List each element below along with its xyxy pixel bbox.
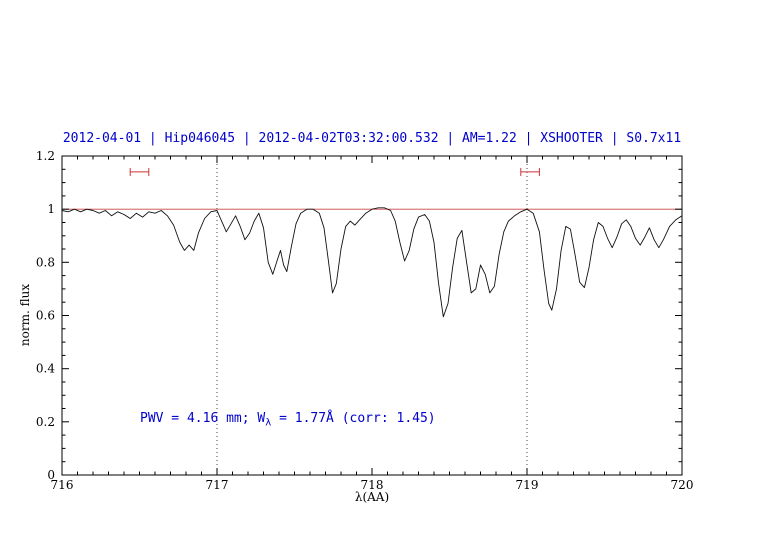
y-tick-label: 0.6 [36,309,55,323]
x-tick-label: 716 [51,478,74,492]
annotation-pre: PWV = 4.16 mm; W [140,411,266,426]
y-tick-label: 0.8 [36,255,55,269]
x-tick-label: 720 [671,478,694,492]
y-tick-label: 1.2 [36,149,55,163]
plot-title: 2012-04-01 | Hip046045 | 2012-04-02T03:3… [62,131,682,146]
x-axis-label: λ(AA) [354,490,390,504]
spectrum-path [61,207,683,318]
y-tick-label: 0.2 [36,415,55,429]
y-tick-label: 0 [47,468,55,482]
annotation-lambda-sub: λ [265,417,272,429]
y-tick-label: 0.4 [36,362,55,376]
annotation-post: = 1.77Å (corr: 1.45) [271,411,436,426]
x-tick-label: 717 [206,478,229,492]
y-axis-label: norm. flux [18,283,32,347]
ticks [61,155,683,476]
y-tick-label: 1 [47,202,55,216]
tick-labels: 716 717 718 719 720 0 0.2 0.4 0.6 0.8 1 1.2 [36,149,694,492]
x-tick-label: 719 [516,478,539,492]
range-marker [520,167,540,176]
x-tick-label: 718 [361,478,384,492]
pwv-annotation: PWV = 4.16 mm; Wλ = 1.77Å (corr: 1.45) [140,411,436,429]
range-marker [129,167,150,176]
